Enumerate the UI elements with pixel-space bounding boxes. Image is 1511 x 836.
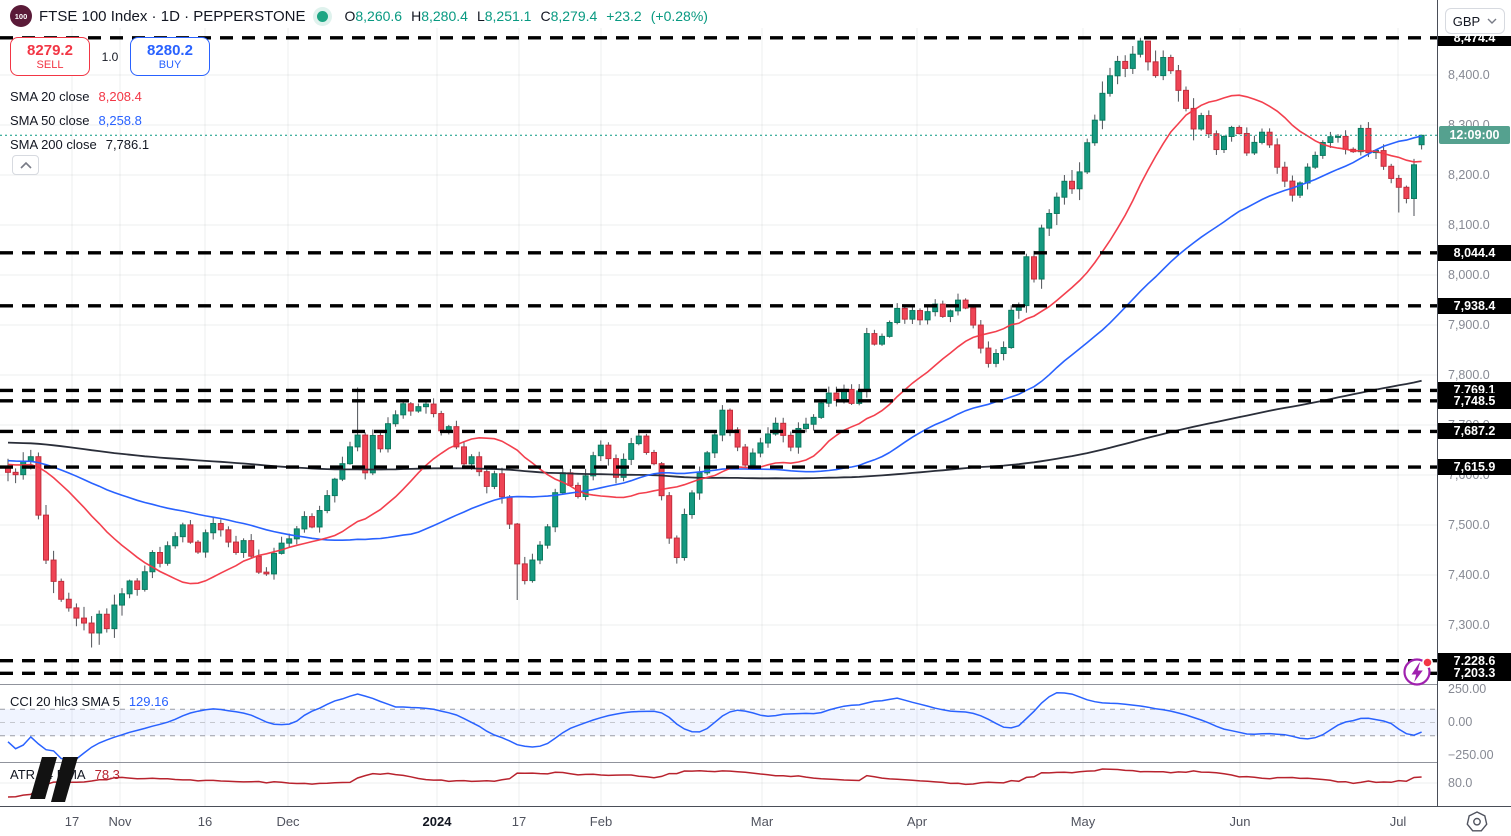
price-tick-label: 8,400.0 — [1448, 67, 1490, 82]
time-tick-label[interactable]: 17 — [511, 814, 527, 829]
buy-caption: BUY — [158, 58, 182, 71]
price-tick-label: 8,200.0 — [1448, 167, 1490, 182]
chevron-down-icon — [1487, 18, 1497, 24]
price-tick-label: 8,000.0 — [1448, 267, 1490, 282]
sma-lines — [7, 94, 1422, 585]
cci-line — [7, 691, 1422, 760]
time-tick-label[interactable]: Dec — [276, 814, 300, 829]
level-price-label: 7,615.9 — [1438, 459, 1511, 476]
market-status-icon — [317, 10, 329, 22]
sell-button[interactable]: 8279.2 SELL — [10, 37, 90, 76]
buy-button[interactable]: 8280.2 BUY — [130, 37, 210, 76]
lightning-alert-button[interactable] — [1400, 653, 1436, 689]
open-value: 8,260.6 — [355, 8, 403, 24]
level-price-label: 7,687.2 — [1438, 423, 1511, 440]
time-tick-label[interactable]: 16 — [197, 814, 213, 829]
price-tick-label: 7,800.0 — [1448, 367, 1490, 382]
time-tick-label[interactable]: Nov — [108, 814, 132, 829]
atr-tick-label: 80.0 — [1448, 775, 1473, 790]
notification-dot — [1422, 657, 1433, 668]
time-tick-label[interactable]: Mar — [750, 814, 774, 829]
atr-line — [7, 768, 1422, 798]
sma200-line — [7, 379, 1422, 480]
high-label: H — [411, 8, 422, 24]
time-tick-label[interactable]: Apr — [906, 814, 928, 829]
sma50-value: 8,258.8 — [98, 112, 142, 128]
close-label: C — [540, 8, 551, 24]
low-value: 8,251.1 — [484, 8, 532, 24]
currency-label: GBP — [1452, 13, 1481, 29]
sma50-legend-row[interactable]: SMA 50 close 8,258.8 — [10, 108, 149, 132]
price-axis-labels: 8,400.0 8,300.0 8,200.0 8,100.0 8,000.0 7,900… — [1438, 36, 1511, 806]
cci-pane-title[interactable]: CCI 20 hlc3 SMA 5 129.16 — [10, 694, 169, 709]
sma20-legend-row[interactable]: SMA 20 close 8,208.4 — [10, 84, 149, 108]
price-tick-label: 7,900.0 — [1448, 317, 1490, 332]
time-tick-label[interactable]: Jul — [1389, 814, 1407, 829]
price-axis[interactable]: GBP 8,400.0 8,300.0 8,200.0 8,100.0 8,000.0 7… — [1437, 0, 1511, 806]
spread-value: 1.0 — [101, 49, 119, 64]
symbol-title[interactable]: FTSE 100 Index · 1D · PEPPERSTONE — [39, 7, 306, 25]
tradingview-watermark-icon — [30, 756, 80, 802]
close-value: 8,279.4 — [550, 8, 598, 24]
lightning-icon — [1403, 657, 1433, 686]
open-label: O — [344, 8, 356, 24]
level-price-label: 7,938.4 — [1438, 297, 1511, 314]
sma50-line — [7, 135, 1422, 542]
currency-dropdown[interactable]: GBP — [1445, 8, 1505, 34]
time-axis[interactable]: 17 Nov 16 Dec 2024 17 Feb Mar Apr May Jun Jul — [0, 806, 1511, 836]
sma20-label: SMA 20 close — [10, 88, 90, 104]
low-label: L — [476, 8, 485, 24]
sell-price: 8279.2 — [27, 41, 73, 59]
level-price-label: 8,474.4 — [1438, 36, 1511, 46]
price-tick-label: 7,400.0 — [1448, 567, 1490, 582]
level-price-label: 7,228.6 — [1438, 652, 1511, 669]
price-tick-label: 7,300.0 — [1448, 617, 1490, 632]
high-value: 8,280.4 — [421, 8, 468, 24]
time-tick-label[interactable]: 17 — [64, 814, 80, 829]
cci-tick-label: −250.00 — [1448, 748, 1494, 762]
time-tick-label[interactable]: Feb — [589, 814, 613, 829]
trade-panel: 8279.2 SELL 1.0 8280.2 BUY — [10, 37, 210, 76]
collapse-legend-button[interactable] — [12, 155, 39, 175]
symbol-logo-icon: 100 — [10, 5, 32, 27]
sma20-value: 8,208.4 — [98, 88, 142, 104]
level-price-label: 8,044.4 — [1438, 244, 1511, 261]
sma200-label: SMA 200 close — [10, 136, 97, 152]
price-tick-label: 8,100.0 — [1448, 217, 1490, 232]
axis-settings-icon — [1466, 811, 1488, 832]
sma50-label: SMA 50 close — [10, 112, 90, 128]
atr-value: 78.3 — [94, 767, 120, 782]
time-tick-label[interactable]: Jun — [1229, 814, 1251, 829]
cci-value: 129.16 — [128, 694, 169, 709]
cci-tick-label: 250.00 — [1448, 682, 1487, 696]
ohlc-values: O8,260.6 H8,280.4 L8,251.1 C8,279.4 +23.… — [344, 8, 716, 24]
change-percent: (+0.28%) — [650, 8, 708, 24]
cci-tick-label: 0.00 — [1448, 715, 1473, 729]
time-tick-label[interactable]: 2024 — [422, 814, 452, 829]
price-tick-label: 7,500.0 — [1448, 517, 1490, 532]
candles-layer — [5, 37, 1425, 648]
symbol-header: 100 FTSE 100 Index · 1D · PEPPERSTONE O8… — [10, 5, 717, 27]
time-tick-label[interactable]: May — [1070, 814, 1096, 829]
sell-caption: SELL — [36, 58, 64, 71]
axis-settings-button[interactable] — [1465, 810, 1489, 834]
chevron-up-icon — [19, 161, 32, 169]
cci-pane — [0, 691, 1437, 760]
sma200-value: 7,786.1 — [105, 136, 150, 152]
cci-label: CCI 20 hlc3 SMA 5 — [10, 694, 120, 709]
horizontal-level-lines — [0, 36, 1437, 675]
price-chart-canvas[interactable] — [0, 0, 1437, 806]
atr-pane — [7, 768, 1422, 798]
level-price-label: 7,748.5 — [1438, 392, 1511, 409]
indicator-legend: SMA 20 close 8,208.4 SMA 50 close 8,258.… — [10, 84, 149, 156]
sma200-legend-row[interactable]: SMA 200 close 7,786.1 — [10, 132, 149, 156]
level-price-label: 7,203.3 — [1438, 665, 1511, 682]
buy-price: 8280.2 — [147, 41, 193, 59]
change-value: +23.2 — [606, 8, 642, 24]
countdown-label: 12:09:00 — [1439, 126, 1510, 145]
sma20-line — [7, 94, 1422, 585]
